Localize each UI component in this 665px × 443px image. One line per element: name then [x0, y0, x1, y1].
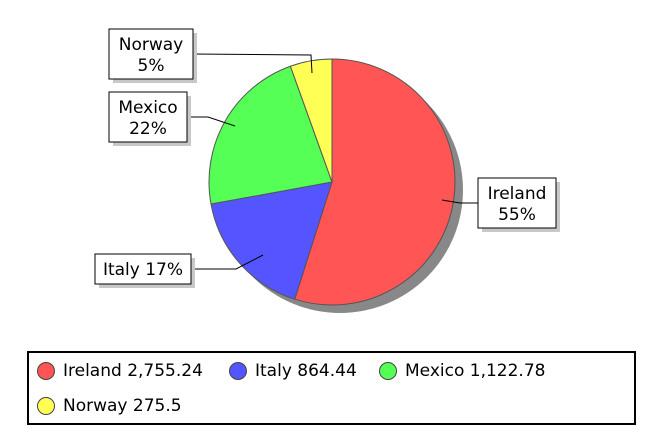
- leader-line-ireland: [441, 199, 478, 204]
- legend-item-norway: Norway 275.5: [37, 396, 182, 416]
- pie-label-percent: 5%: [138, 56, 165, 76]
- pie-label-percent: 22%: [129, 119, 167, 139]
- pie-label-name: Mexico: [118, 98, 177, 118]
- legend-item-italy: Italy 864.44: [229, 361, 357, 381]
- legend-label-mexico: Mexico 1,122.78: [405, 361, 546, 381]
- leader-line-italy: [191, 254, 264, 270]
- pie-label-italy: Italy 17%: [94, 253, 195, 288]
- pie-slice-ireland: [294, 58, 456, 306]
- leader-line-mexico: [187, 116, 236, 127]
- legend-swatch-norway: [37, 397, 55, 415]
- pie-slice-italy: [210, 181, 333, 300]
- pie-label-name: Ireland: [488, 184, 547, 204]
- leader-line-norway: [192, 53, 313, 74]
- pie-slice-mexico: [208, 65, 333, 205]
- legend-label-norway: Norway 275.5: [63, 396, 182, 416]
- legend-swatch-mexico: [379, 362, 397, 380]
- legend-label-italy: Italy 864.44: [255, 361, 357, 381]
- legend-item-mexico: Mexico 1,122.78: [379, 361, 545, 381]
- pie-label-text: Italy 17%: [103, 260, 183, 280]
- legend-label-ireland: Ireland 2,755.24: [63, 361, 203, 381]
- legend-swatch-italy: [229, 362, 247, 380]
- legend: Ireland 2,755.24 Italy 864.44 Mexico 1,1…: [27, 351, 636, 425]
- pie-label-percent: 55%: [498, 205, 536, 225]
- legend-item-ireland: Ireland 2,755.24: [37, 361, 203, 381]
- pie-label-name: Norway: [119, 35, 184, 55]
- legend-swatch-ireland: [37, 362, 55, 380]
